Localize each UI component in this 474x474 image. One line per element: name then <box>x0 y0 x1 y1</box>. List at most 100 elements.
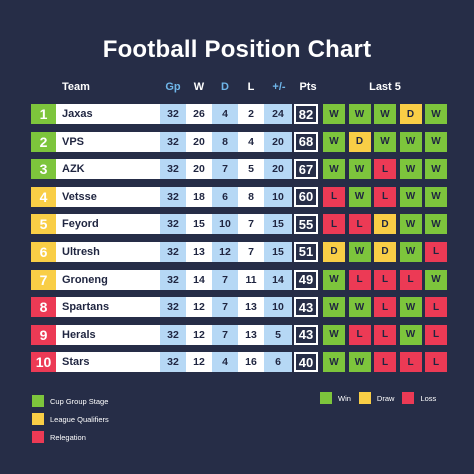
legend-swatch <box>358 392 371 404</box>
result-badge: L <box>374 324 396 345</box>
result-badge: W <box>425 159 447 180</box>
result-badge: L <box>374 269 396 290</box>
table-row: 4 Vetsse 32 18 6 8 10 60 L W L W W <box>31 186 451 207</box>
result-badge: W <box>374 104 396 124</box>
stat-draws: 4 <box>212 352 238 373</box>
stat-games-played: 32 <box>160 269 186 290</box>
result-badge: W <box>374 131 396 152</box>
legend-swatch <box>32 413 44 425</box>
stat-goal-difference: 24 <box>264 104 292 124</box>
result-badge: L <box>425 241 447 262</box>
legend-swatch <box>32 395 44 407</box>
result-badge: W <box>425 214 447 235</box>
result-badge: W <box>425 131 447 152</box>
stat-losses: 4 <box>238 131 264 152</box>
stat-goal-difference: 20 <box>264 131 292 152</box>
team-name: Herals <box>56 324 160 345</box>
stat-wins: 12 <box>186 297 212 318</box>
legend-item-league-qualifiers: League Qualifiers <box>32 410 109 428</box>
result-badge: W <box>399 241 422 262</box>
result-badge: D <box>323 241 345 262</box>
result-badge: L <box>348 324 371 345</box>
position-badge: 4 <box>31 186 56 207</box>
team-name: Groneng <box>56 269 160 290</box>
stat-losses: 2 <box>238 104 264 124</box>
result-badge: D <box>399 104 422 124</box>
stat-goal-difference: 10 <box>264 186 292 207</box>
stat-games-played: 32 <box>160 104 186 124</box>
result-badge: W <box>348 104 371 124</box>
points: 68 <box>294 131 318 152</box>
header-team: Team <box>62 81 90 93</box>
result-badge: D <box>374 241 396 262</box>
stat-losses: 7 <box>238 241 264 262</box>
result-badge: W <box>425 104 447 124</box>
team-stats: 32 20 8 4 20 <box>160 131 292 152</box>
team-name: Jaxas <box>56 104 160 124</box>
result-badge: L <box>374 186 396 207</box>
result-badge: W <box>348 186 371 207</box>
legend-label: Draw <box>376 393 395 403</box>
points: 49 <box>294 269 318 290</box>
legend-item-cup-group-stage: Cup Group Stage <box>32 392 109 410</box>
result-badge: W <box>348 352 371 373</box>
result-badge: L <box>348 214 371 235</box>
stat-wins: 20 <box>186 159 212 180</box>
team-stats: 32 26 4 2 24 <box>160 104 292 124</box>
legend-label: Cup Group Stage <box>50 396 109 406</box>
result-badge: W <box>399 297 422 318</box>
points: 51 <box>294 241 318 262</box>
position-badge: 5 <box>31 214 56 235</box>
stat-losses: 11 <box>238 269 264 290</box>
stat-wins: 26 <box>186 104 212 124</box>
result-badge: W <box>323 104 345 124</box>
result-badge: L <box>374 297 396 318</box>
stat-games-played: 32 <box>160 324 186 345</box>
stat-draws: 7 <box>212 269 238 290</box>
legend-item-win: Win <box>320 392 351 404</box>
stat-losses: 5 <box>238 159 264 180</box>
team-name: Stars <box>56 352 160 373</box>
page-title: Football Position Chart <box>102 36 372 63</box>
stat-draws: 12 <box>212 241 238 262</box>
result-badge: D <box>374 214 396 235</box>
result-badge: L <box>374 159 396 180</box>
legend-swatch <box>320 392 332 404</box>
table-row: 7 Groneng 32 14 7 11 14 49 W L L L W <box>31 269 451 290</box>
zone-legend: Cup Group Stage League Qualifiers Relegati… <box>32 392 109 446</box>
points: 40 <box>294 352 318 373</box>
team-stats: 32 14 7 11 14 <box>160 269 292 290</box>
team-name: Feyord <box>56 214 160 235</box>
team-stats: 32 13 12 7 15 <box>160 241 292 262</box>
result-badge: W <box>399 324 422 345</box>
result-badge: L <box>323 186 345 207</box>
table-row: 8 Spartans 32 12 7 13 10 43 W W L W L <box>31 297 451 318</box>
team-name: Vetsse <box>56 186 160 207</box>
team-stats: 32 20 7 5 20 <box>160 159 292 180</box>
result-legend: Win Draw Loss <box>320 392 444 404</box>
team-stats: 32 18 6 8 10 <box>160 186 292 207</box>
table-row: 5 Feyord 32 15 10 7 15 55 L L D W W <box>31 214 451 235</box>
legend-swatch <box>402 392 415 404</box>
position-badge: 7 <box>31 269 56 290</box>
result-badge: D <box>348 131 371 152</box>
legend-label: League Qualifiers <box>50 414 109 424</box>
result-badge: W <box>399 186 422 207</box>
team-stats: 32 15 10 7 15 <box>160 214 292 235</box>
result-badge: W <box>348 241 371 262</box>
stat-wins: 13 <box>186 241 212 262</box>
header-points: Pts <box>299 81 317 93</box>
stat-draws: 7 <box>212 324 238 345</box>
stat-draws: 7 <box>212 297 238 318</box>
position-badge: 2 <box>31 131 56 152</box>
legend-label: Loss <box>420 393 437 403</box>
table-row: 6 Ultresh 32 13 12 7 15 51 D W D W L <box>31 241 451 262</box>
position-badge: 3 <box>31 159 56 180</box>
legend-label: Win <box>338 393 351 403</box>
stat-goal-difference: 14 <box>264 269 292 290</box>
team-stats: 32 12 7 13 5 <box>160 324 292 345</box>
stat-goal-difference: 15 <box>264 214 292 235</box>
